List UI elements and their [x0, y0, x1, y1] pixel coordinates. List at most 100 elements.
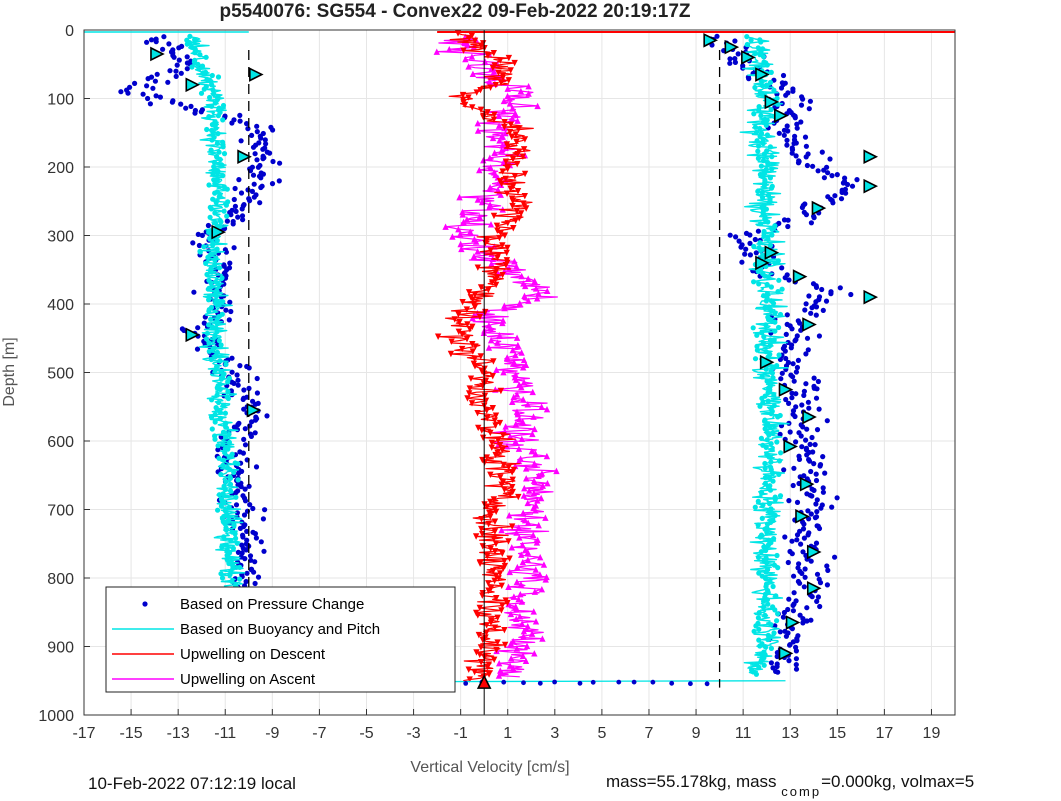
pressure-dot-descent — [235, 382, 241, 388]
upwelling-descent-marker — [513, 207, 521, 215]
pressure-dot-ascent — [843, 190, 849, 196]
upwelling-ascent-marker — [519, 509, 527, 516]
pressure-dot-ascent — [811, 487, 817, 493]
pressure-dot-ascent — [747, 232, 753, 238]
ascent-triangle-marker — [703, 32, 718, 48]
upwelling-ascent-marker — [510, 393, 517, 401]
upwelling-descent-marker — [466, 35, 473, 42]
buoyancy-dot-descent — [209, 137, 215, 143]
pressure-dot-ascent — [790, 361, 796, 367]
x-tick-label: -7 — [312, 725, 326, 742]
buoyancy-dot-descent — [204, 76, 210, 83]
upwelling-descent-marker — [509, 155, 517, 163]
upwelling-descent-marker — [494, 639, 501, 646]
upwelling-descent-marker — [498, 180, 505, 188]
pressure-dot-descent — [254, 390, 260, 396]
upwelling-ascent-marker — [499, 319, 506, 327]
pressure-dot-descent — [249, 419, 255, 425]
upwelling-ascent-marker — [529, 430, 536, 438]
upwelling-descent-marker — [496, 442, 504, 449]
pressure-dot-descent — [260, 516, 266, 522]
pressure-dot-descent — [234, 510, 240, 516]
upwelling-ascent-marker — [500, 159, 507, 166]
buoyancy-dot-ascent — [762, 475, 769, 481]
upwelling-ascent-marker — [531, 425, 538, 433]
buoyancy-dot-descent — [213, 293, 220, 299]
buoyancy-dot-ascent — [752, 51, 758, 57]
upwelling-ascent-marker — [495, 112, 503, 119]
upwelling-descent-marker — [477, 659, 485, 666]
pressure-dot-descent — [241, 512, 248, 518]
pressure-dot-descent — [260, 171, 266, 177]
ascent-triangle-marker — [764, 245, 780, 260]
buoyancy-dot-descent — [209, 82, 215, 88]
pressure-dot-descent — [253, 464, 260, 470]
buoyancy-dot-descent — [219, 575, 226, 581]
pressure-dot-ascent — [789, 326, 795, 332]
upwelling-ascent-marker — [532, 285, 540, 292]
upwelling-descent-marker — [474, 612, 482, 619]
pressure-dot-ascent — [804, 335, 811, 341]
upwelling-descent-marker — [511, 59, 518, 67]
upwelling-descent-marker — [499, 271, 506, 279]
pressure-dot-ascent — [797, 580, 803, 586]
ascent-triangle-marker — [799, 476, 815, 492]
buoyancy-dot-descent — [214, 177, 221, 183]
buoyancy-dot-descent — [220, 173, 226, 179]
buoyancy-dot-ascent — [763, 349, 769, 355]
upwelling-descent-marker — [485, 286, 492, 294]
buoyancy-dot-descent — [206, 340, 212, 346]
upwelling-ascent-marker — [487, 324, 494, 332]
pressure-dot-ascent — [809, 594, 815, 600]
upwelling-ascent-marker — [488, 260, 495, 267]
upwelling-descent-marker — [473, 649, 480, 656]
upwelling-ascent-marker — [529, 388, 536, 396]
pressure-dot-descent — [242, 556, 248, 562]
pressure-dot-descent — [249, 132, 255, 138]
upwelling-ascent-marker — [469, 314, 476, 322]
upwelling-descent-marker — [483, 622, 490, 629]
pressure-dot-descent — [232, 185, 238, 192]
pressure-dot-descent — [228, 308, 234, 315]
upwelling-descent-marker — [477, 42, 485, 49]
pressure-dot-descent — [224, 218, 230, 224]
buoyancy-dot-ascent — [763, 122, 769, 128]
upwelling-descent-marker — [504, 599, 511, 607]
buoyancy-dot-ascent — [763, 569, 769, 575]
upwelling-descent-marker — [510, 225, 517, 232]
upwelling-descent-marker — [490, 567, 497, 575]
upwelling-ascent-marker — [528, 447, 535, 455]
upwelling-descent-marker — [487, 84, 494, 91]
bottom-connection-dot — [650, 679, 656, 685]
upwelling-descent-marker — [492, 82, 500, 89]
pressure-dot-ascent — [793, 369, 800, 375]
pressure-dot-descent — [205, 222, 211, 229]
upwelling-ascent-marker — [517, 590, 524, 598]
pressure-dot-ascent — [800, 620, 806, 626]
buoyancy-dot-descent — [221, 208, 227, 214]
buoyancy-dot-ascent — [762, 182, 768, 188]
pressure-dot-descent — [270, 127, 276, 133]
buoyancy-dot-ascent — [763, 584, 769, 590]
upwelling-ascent-marker — [516, 299, 523, 307]
buoyancy-dot-descent — [210, 87, 216, 93]
pressure-dot-ascent — [792, 413, 798, 420]
buoyancy-dot-descent — [211, 91, 217, 97]
pressure-dot-ascent — [813, 501, 819, 507]
upwelling-descent-marker — [485, 580, 492, 587]
upwelling-ascent-marker — [485, 344, 493, 351]
pressure-dot-ascent — [837, 285, 843, 291]
pressure-dot-descent — [231, 245, 237, 251]
pressure-dot-descent — [238, 190, 245, 196]
upwelling-ascent-marker — [537, 494, 545, 502]
pressure-dot-descent — [240, 450, 246, 456]
pressure-dot-ascent — [789, 626, 796, 632]
pressure-dot-descent — [118, 89, 124, 95]
upwelling-descent-marker — [469, 296, 476, 303]
upwelling-descent-marker — [493, 222, 501, 229]
pressure-dot-ascent — [814, 497, 820, 503]
x-tick-label: -17 — [72, 725, 95, 742]
upwelling-descent-marker — [509, 476, 516, 483]
bottom-connection-dot — [669, 680, 675, 686]
buoyancy-dot-descent — [203, 54, 209, 60]
